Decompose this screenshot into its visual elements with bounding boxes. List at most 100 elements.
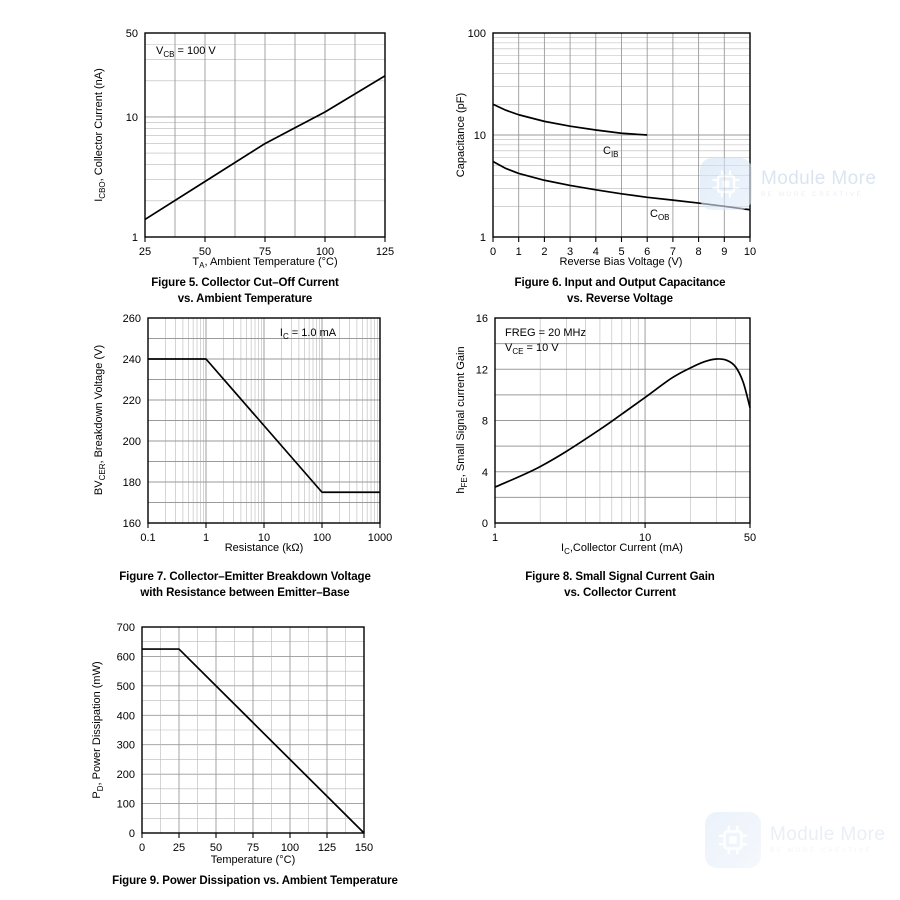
svg-text:260: 260 [123,313,141,325]
svg-text:0: 0 [490,246,496,258]
svg-text:1: 1 [203,532,209,544]
figure-9-y-axis-label: PD, Power Dissipation (mW) [91,661,105,798]
figure-9: 0 25 50 75 100 125 150 0 100 200 300 400 500 600 700 … [80,618,430,887]
svg-text:10: 10 [474,130,486,142]
svg-text:0: 0 [129,828,135,840]
svg-text:1000: 1000 [368,532,392,544]
figure-8-frame [494,317,751,524]
svg-text:100: 100 [281,842,299,854]
svg-text:125: 125 [318,842,336,854]
svg-text:700: 700 [117,622,135,634]
svg-text:8: 8 [696,246,702,258]
figure-7-curve-bvcer [148,358,380,494]
chip-icon [705,812,761,868]
svg-text:75: 75 [259,246,271,258]
svg-text:10: 10 [639,532,651,544]
svg-text:160: 160 [123,518,141,530]
svg-text:180: 180 [123,477,141,489]
figure-8-curve-hfe [494,358,751,488]
figure-7-caption-line1: Figure 7. Collector–Emitter Breakdown Vo… [119,571,371,583]
svg-text:75: 75 [247,842,259,854]
figure-8-caption-line2: vs. Collector Current [564,586,676,599]
svg-text:1: 1 [132,232,138,244]
figure-7-plot: 0.1 1 10 100 1000 160 180 200 220 240 260 IC = 1.… [93,313,392,554]
figure-5-caption-line2: vs. Ambient Temperature [177,292,313,305]
figure-5-y-axis-label: ICBO, Collector Current (nA) [93,68,107,202]
figure-9-caption: Figure 9. Power Dissipation vs. Ambient … [80,874,430,890]
svg-text:8: 8 [482,416,488,428]
svg-text:6: 6 [644,246,650,258]
svg-text:1: 1 [480,232,486,244]
figure-8-x-axis-label: IC,Collector Current (mA) [561,542,683,556]
svg-text:50: 50 [199,246,211,258]
svg-text:600: 600 [117,651,135,663]
figure-7-x-axis-label: Resistance (kΩ) [225,542,304,554]
figure-5-x-axis-label: TA, Ambient Temperature (°C) [192,256,337,270]
figure-5-annotation: VCB = 100 V [156,45,216,59]
figure-8-annotation-freq: FREG = 20 MHz [505,327,586,339]
svg-text:9: 9 [721,246,727,258]
figure-9-caption-line1: Figure 9. Power Dissipation vs. Ambient … [112,875,398,887]
figure-7-y-axis-label: BVCER, Breakdown Voltage (V) [93,345,107,495]
figure-5-caption-line1: Figure 5. Collector Cut–Off Current [151,277,339,289]
figure-8-annotation-vce: VCE = 10 V [505,342,559,356]
svg-text:1: 1 [492,532,498,544]
svg-text:10: 10 [258,532,270,544]
svg-text:10: 10 [744,246,756,258]
svg-text:100: 100 [468,28,486,40]
figure-6-caption-line2: vs. Reverse Voltage [567,292,673,305]
svg-text:150: 150 [355,842,373,854]
svg-text:4: 4 [593,246,599,258]
figure-8-plot: 1 10 50 0 4 8 12 16 FREG = 20 MHz VCE = 10 V I… [455,313,756,556]
figure-9-x-axis-label: Temperature (°C) [211,854,295,866]
svg-text:1: 1 [516,246,522,258]
figure-5-plot: 25 50 75 100 125 1 10 50 VCB = 100 V TA, Ambie… [93,28,394,270]
svg-text:500: 500 [117,681,135,693]
figure-7: 0.1 1 10 100 1000 160 180 200 220 240 260 IC = 1.… [80,308,410,599]
svg-text:2: 2 [541,246,547,258]
figure-6-x-axis-label: Reverse Bias Voltage (V) [560,256,683,268]
svg-text:125: 125 [376,246,394,258]
figure-6-curve-cib [492,103,648,136]
svg-text:25: 25 [139,246,151,258]
figure-8: 1 10 50 0 4 8 12 16 FREG = 20 MHz VCE = 10 V I… [450,308,790,599]
figure-6-caption: Figure 6. Input and Output Capacitance v… [450,276,790,307]
figure-8-caption: Figure 8. Small Signal Current Gain vs. … [450,570,790,601]
svg-text:12: 12 [476,364,488,376]
svg-text:200: 200 [117,769,135,781]
svg-text:3: 3 [567,246,573,258]
watermark-bottom-tagline: BE MORE CREATIVE [770,847,873,855]
figure-9-plot: 0 25 50 75 100 125 150 0100200300400500600700 … [91,622,373,866]
svg-text:240: 240 [123,354,141,366]
svg-text:100: 100 [117,799,135,811]
figure-8-y-axis-label: hFE, Small Signal current Gain [455,346,469,493]
svg-text:400: 400 [117,710,135,722]
svg-text:200: 200 [123,436,141,448]
svg-text:0.1: 0.1 [140,532,155,544]
svg-text:0: 0 [482,518,488,530]
watermark-bottom-title: Module More [770,824,886,846]
figure-7-annotation: IC = 1.0 mA [280,327,337,341]
figure-5: 25 50 75 100 125 1 10 50 VCB = 100 V TA, Ambie… [80,20,410,305]
svg-text:5: 5 [618,246,624,258]
svg-text:0: 0 [139,842,145,854]
figure-6: 0 1 2 3 4 5 6 7 8 9 10 1 10 100 CIB COB Reverse Bias… [450,20,790,305]
svg-text:220: 220 [123,395,141,407]
svg-text:50: 50 [744,532,756,544]
figure-7-caption-line2: with Resistance between Emitter–Base [140,586,350,599]
watermark-bottom: Module More BE MORE CREATIVE [705,812,885,868]
figure-6-y-axis-label: Capacitance (pF) [455,93,467,177]
svg-text:50: 50 [126,28,138,40]
svg-text:7: 7 [670,246,676,258]
figure-8-caption-line1: Figure 8. Small Signal Current Gain [525,571,715,583]
svg-text:25: 25 [173,842,185,854]
svg-text:50: 50 [210,842,222,854]
watermark-bottom-text: Module More BE MORE CREATIVE [770,825,885,855]
chip-icon-glyph [718,825,748,855]
svg-text:100: 100 [316,246,334,258]
figure-5-curve-icbo [144,75,386,221]
svg-text:4: 4 [482,467,488,479]
figure-6-label-cob: COB [650,208,670,222]
